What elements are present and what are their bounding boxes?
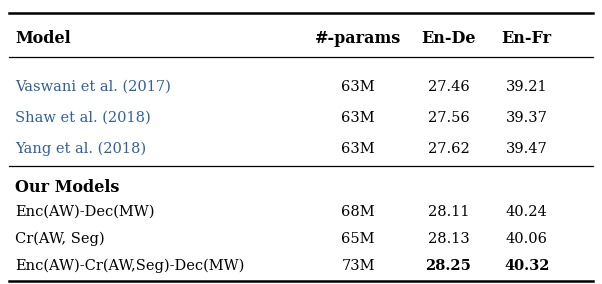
Text: 65M: 65M xyxy=(341,231,375,246)
Text: Yang et al. (2018): Yang et al. (2018) xyxy=(15,142,146,156)
Text: 40.24: 40.24 xyxy=(506,204,548,219)
Text: 63M: 63M xyxy=(341,80,375,94)
Text: Enc(AW)-Dec(MW): Enc(AW)-Dec(MW) xyxy=(15,204,155,219)
Text: 28.11: 28.11 xyxy=(428,204,469,219)
Text: En-De: En-De xyxy=(421,30,476,47)
Text: Vaswani et al. (2017): Vaswani et al. (2017) xyxy=(15,80,171,94)
Text: Cr(AW, Seg): Cr(AW, Seg) xyxy=(15,231,105,246)
Text: 28.13: 28.13 xyxy=(427,231,470,246)
Text: 27.46: 27.46 xyxy=(427,80,470,94)
Text: Shaw et al. (2018): Shaw et al. (2018) xyxy=(15,111,151,125)
Text: 27.56: 27.56 xyxy=(427,111,470,125)
Text: 39.37: 39.37 xyxy=(506,111,548,125)
Text: 73M: 73M xyxy=(341,258,375,273)
Text: 40.32: 40.32 xyxy=(504,258,550,273)
Text: 63M: 63M xyxy=(341,142,375,156)
Text: 63M: 63M xyxy=(341,111,375,125)
Text: Our Models: Our Models xyxy=(15,179,119,196)
Text: 40.06: 40.06 xyxy=(506,231,548,246)
Text: Enc(AW)-Cr(AW,Seg)-Dec(MW): Enc(AW)-Cr(AW,Seg)-Dec(MW) xyxy=(15,258,244,273)
Text: 39.21: 39.21 xyxy=(506,80,548,94)
Text: 28.25: 28.25 xyxy=(426,258,471,273)
Text: Model: Model xyxy=(15,30,70,47)
Text: 68M: 68M xyxy=(341,204,375,219)
Text: #-params: #-params xyxy=(315,30,402,47)
Text: En-Fr: En-Fr xyxy=(501,30,552,47)
Text: 39.47: 39.47 xyxy=(506,142,548,156)
Text: 27.62: 27.62 xyxy=(427,142,470,156)
